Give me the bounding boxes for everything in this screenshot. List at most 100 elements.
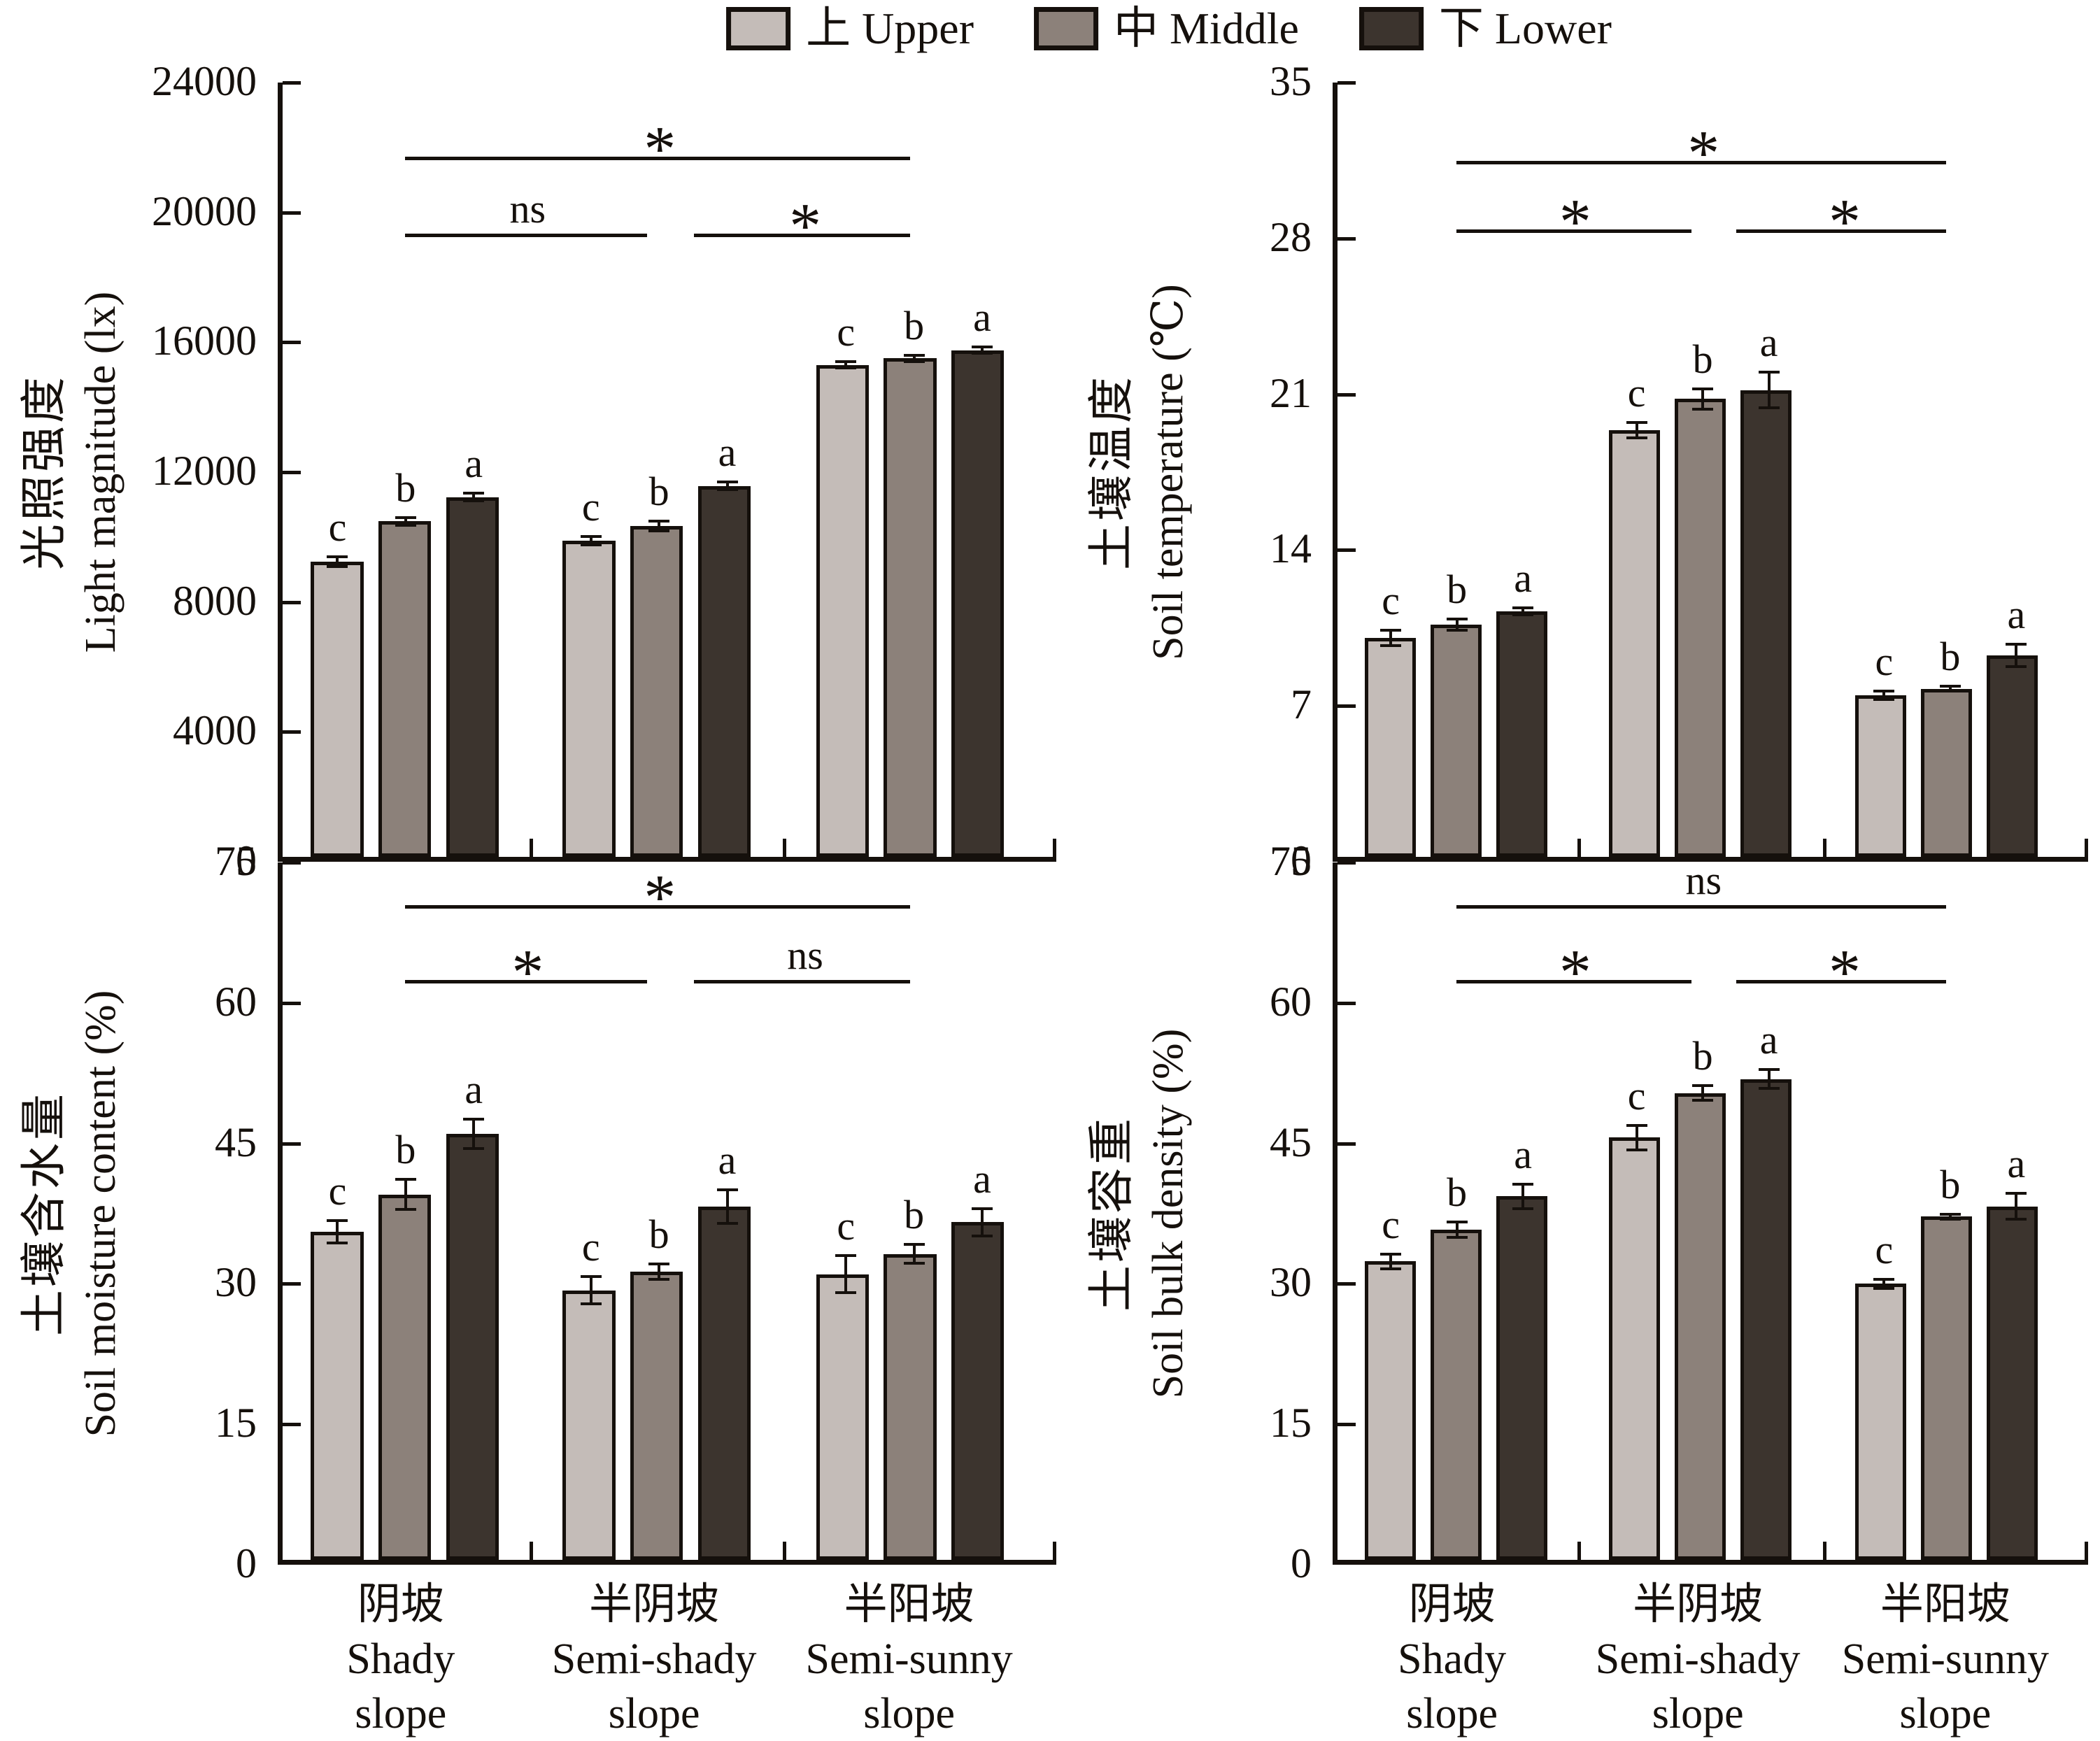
error-bar [658, 1264, 661, 1279]
legend: 上 Upper 中 Middle 下 Lower [726, 1, 1612, 56]
legend-label: 下 Lower [1438, 3, 1612, 53]
sig-letter: b [1692, 336, 1713, 383]
y-tick-mark [1338, 81, 1356, 85]
x-tick-mark [1822, 839, 1826, 857]
error-bar-cap-top [1692, 388, 1714, 391]
plot-soil-bulk-density: c b a c b a c b a ns * * [1333, 860, 2088, 1565]
error-bar-cap-top [716, 1188, 738, 1191]
sig-letter: b [1940, 633, 1961, 679]
y-axis-title-cn: 土壤含水量 [19, 1091, 70, 1336]
error-bar-cap-top [1512, 1182, 1534, 1186]
x-category-line: slope [1899, 1690, 1992, 1738]
y-tick-label: 75 [215, 838, 257, 884]
x-category-line: 阴坡 [1408, 1581, 1496, 1628]
error-bar [336, 1220, 339, 1243]
error-bar [1635, 1125, 1638, 1150]
bar-soil-moisture-content-g3-lower [951, 1222, 1005, 1560]
error-bar-cap-bottom [1758, 1087, 1780, 1090]
sig-bracket-label: * [1559, 936, 1591, 1008]
error-bar-cap-top [1873, 689, 1895, 692]
error-bar-cap-bottom [1939, 1218, 1961, 1221]
bar-light-magnitude-g2-upper [562, 540, 616, 857]
y-tick-label: 20000 [152, 187, 257, 234]
error-bar-cap-bottom [1446, 1235, 1468, 1239]
bar-soil-bulk-density-g3-lower [1986, 1206, 2038, 1560]
bar-soil-bulk-density-g1-middle [1431, 1230, 1482, 1560]
y-tick-mark [283, 1142, 301, 1146]
x-tick-mark [2085, 1542, 2088, 1560]
error-bar [1455, 619, 1459, 630]
sig-letter: c [1382, 1201, 1400, 1247]
error-bar-cap-top [972, 1207, 993, 1210]
error-bar-cap-bottom [580, 543, 602, 546]
y-tick-label: 14 [1270, 525, 1312, 572]
error-bar-cap-bottom [1626, 436, 1647, 439]
error-bar-cap-bottom [463, 499, 485, 503]
x-category-line: slope [863, 1690, 956, 1738]
sig-letter: c [581, 484, 600, 530]
bar-soil-temperature-g3-middle [1920, 688, 1972, 857]
sig-letter: b [904, 302, 925, 348]
sig-letter: a [973, 1156, 991, 1202]
error-bar-cap-bottom [972, 352, 993, 355]
error-bar-cap-top [327, 1218, 348, 1222]
error-bar-cap-top [1446, 618, 1468, 620]
x-category-label: 阴坡 Shady slope [1284, 1577, 1620, 1741]
error-bar-cap-bottom [716, 1221, 738, 1225]
sig-letter: a [718, 1137, 737, 1183]
y-tick-mark [283, 211, 301, 215]
error-bar-cap-top [1939, 1212, 1961, 1216]
y-tick-mark [283, 341, 301, 345]
y-tick-label: 45 [215, 1118, 257, 1165]
error-bar-cap-top [1758, 371, 1780, 374]
error-bar [2015, 1193, 2018, 1220]
bar-soil-bulk-density-g2-middle [1675, 1093, 1726, 1560]
sig-bracket-line [404, 234, 648, 238]
bar-soil-moisture-content-g1-middle [378, 1194, 432, 1560]
y-tick-mark [283, 730, 301, 734]
bar-soil-bulk-density-g1-upper [1365, 1261, 1417, 1560]
error-bar [1455, 1222, 1459, 1237]
y-axis-title-en: Light magnitude (lx) [77, 291, 125, 653]
bar-soil-bulk-density-g2-lower [1740, 1079, 1792, 1560]
error-bar [725, 1189, 729, 1223]
y-tick-mark [1338, 236, 1356, 241]
y-tick-label: 7 [1291, 681, 1312, 728]
error-bar-cap-top [395, 516, 416, 519]
x-tick-mark [1053, 839, 1056, 857]
bar-soil-moisture-content-g2-lower [697, 1206, 751, 1560]
y-tick-label: 60 [215, 978, 257, 1025]
error-bar [1948, 1214, 1952, 1220]
plot-light-magnitude: c b a c b a c b a * ns * [278, 81, 1056, 862]
error-bar [1521, 1184, 1525, 1209]
error-bar-cap-top [648, 1263, 670, 1266]
bar-light-magnitude-g2-middle [630, 526, 683, 857]
sig-letter: a [1514, 555, 1532, 602]
sig-letter: c [1875, 1226, 1894, 1272]
y-tick-label: 15 [1270, 1400, 1312, 1447]
sig-letter: c [837, 308, 856, 355]
bar-soil-moisture-content-g3-upper [816, 1274, 869, 1560]
error-bar [589, 536, 593, 545]
error-bar-cap-bottom [1692, 407, 1714, 411]
y-tick-mark [283, 600, 301, 604]
sig-bracket-label: * [1559, 185, 1591, 257]
sig-letter: b [395, 464, 416, 511]
x-category-label: 阴坡 Shady slope [233, 1577, 569, 1741]
y-tick-mark [1338, 861, 1356, 865]
error-bar-cap-top [2006, 643, 2027, 646]
error-bar [1389, 1253, 1393, 1269]
sig-letter: c [1627, 1073, 1646, 1119]
x-tick-mark [2085, 839, 2088, 857]
bar-light-magnitude-g3-upper [816, 364, 869, 857]
error-bar-cap-bottom [648, 1277, 670, 1281]
y-tick-mark [283, 861, 301, 865]
y-tick-label: 12000 [152, 448, 257, 494]
y-tick-label: 60 [1270, 978, 1312, 1025]
error-bar-cap-bottom [1873, 698, 1895, 702]
error-bar-cap-top [972, 346, 993, 349]
error-bar-cap-top [463, 492, 485, 495]
y-axis-title-soil-moisture-content: 土壤含水量 Soil moisture content (%) [15, 862, 127, 1565]
x-category-label: 半阴坡 Semi-shady slope [486, 1577, 822, 1741]
error-bar-cap-bottom [903, 1261, 925, 1265]
